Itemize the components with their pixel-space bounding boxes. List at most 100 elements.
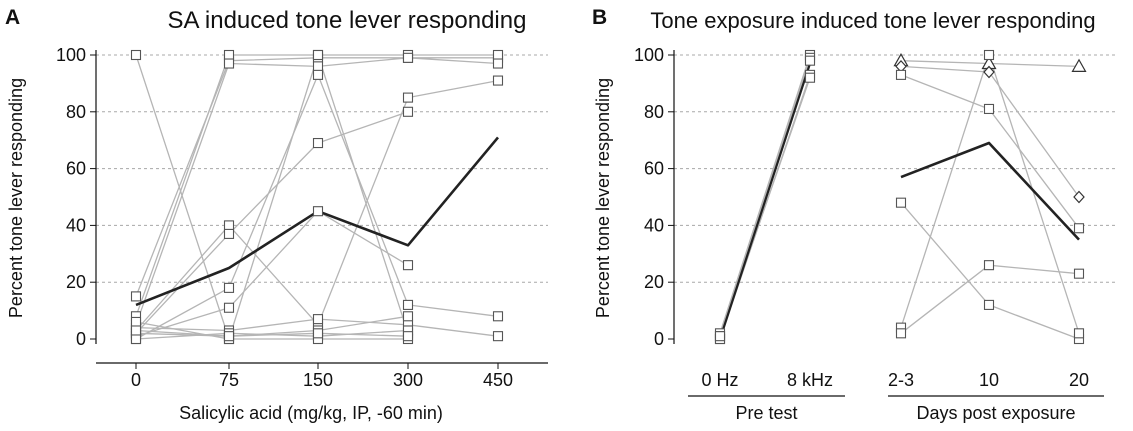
panel-a-xlabel: Salicylic acid (mg/kg, IP, -60 min) bbox=[179, 403, 443, 423]
panel-a-title: SA induced tone lever responding bbox=[168, 7, 527, 34]
data-point bbox=[223, 49, 235, 61]
x-tick-label: 450 bbox=[483, 370, 513, 390]
data-point bbox=[402, 299, 414, 310]
data-point bbox=[312, 206, 324, 217]
y-tick-label: 0 bbox=[654, 329, 664, 349]
data-point bbox=[1073, 223, 1085, 234]
data-point bbox=[312, 61, 324, 72]
data-point bbox=[492, 49, 504, 61]
pretest-line bbox=[719, 54, 811, 334]
data-point bbox=[130, 291, 142, 302]
y-tick-label: 100 bbox=[634, 45, 664, 65]
panel-b-title: Tone exposure induced tone lever respond… bbox=[650, 8, 1095, 33]
panel-a-ylabel: Percent tone lever responding bbox=[6, 78, 26, 318]
y-tick-label: 20 bbox=[644, 272, 664, 292]
data-point bbox=[983, 49, 995, 61]
data-point bbox=[895, 328, 907, 339]
data-point bbox=[312, 137, 324, 149]
y-tick-label: 60 bbox=[644, 159, 664, 179]
post-line bbox=[900, 74, 1080, 229]
x-tick-label: 150 bbox=[303, 370, 333, 390]
series-line bbox=[135, 329, 409, 337]
data-point bbox=[312, 49, 324, 61]
x-tick-label: 8 kHz bbox=[787, 370, 833, 390]
data-point bbox=[492, 311, 504, 322]
x-tick-label: 2-3 bbox=[888, 370, 914, 390]
x-tick-label: 75 bbox=[219, 370, 239, 390]
data-point bbox=[983, 299, 995, 310]
data-point bbox=[223, 282, 235, 293]
data-point bbox=[804, 72, 816, 83]
data-point bbox=[714, 331, 726, 342]
x-tick-label: 10 bbox=[979, 370, 999, 390]
y-tick-label: 40 bbox=[66, 215, 86, 235]
data-point bbox=[492, 75, 504, 86]
panel-b-mean bbox=[718, 63, 1080, 340]
panel-a-markers bbox=[130, 49, 504, 345]
data-point bbox=[312, 69, 324, 80]
data-point bbox=[983, 260, 995, 271]
data-point bbox=[402, 260, 414, 271]
series-line bbox=[135, 111, 409, 334]
panel-b-series bbox=[719, 54, 1080, 340]
data-point bbox=[492, 58, 504, 69]
panel-b-group-labels: Pre test Days post exposure bbox=[688, 395, 1104, 423]
data-point bbox=[223, 302, 235, 313]
x-tick-label: 300 bbox=[393, 370, 423, 390]
data-point bbox=[402, 311, 414, 322]
data-point bbox=[1071, 58, 1087, 72]
data-point bbox=[895, 69, 907, 80]
y-tick-label: 60 bbox=[66, 159, 86, 179]
data-point bbox=[804, 55, 816, 66]
panel-b-ylabel: Percent tone lever responding bbox=[593, 78, 613, 318]
data-point bbox=[402, 106, 414, 117]
data-point bbox=[223, 228, 235, 239]
data-point bbox=[402, 52, 414, 63]
post-mean-line bbox=[900, 141, 1080, 241]
data-point bbox=[312, 328, 324, 339]
series-line bbox=[135, 54, 409, 340]
pretest-mean-line bbox=[718, 63, 812, 340]
series-line bbox=[135, 57, 498, 297]
group-label: Days post exposure bbox=[916, 403, 1075, 423]
panel-b-markers bbox=[714, 49, 1087, 345]
y-tick-label: 40 bbox=[644, 215, 664, 235]
data-point bbox=[223, 220, 235, 231]
y-tick-label: 80 bbox=[644, 102, 664, 122]
data-point bbox=[130, 49, 142, 61]
panel-a: A SA induced tone lever responding Perce… bbox=[5, 6, 548, 423]
data-point bbox=[130, 316, 142, 328]
series-line bbox=[135, 54, 498, 317]
panel-b-label: B bbox=[592, 6, 607, 29]
y-tick-label: 20 bbox=[66, 272, 86, 292]
panel-a-label: A bbox=[5, 6, 20, 29]
series-line bbox=[135, 321, 408, 340]
data-point bbox=[895, 197, 907, 208]
data-point bbox=[983, 65, 995, 79]
panel-a-axes: 0 20 40 60 80 100 0 75 150 300 450 bbox=[56, 45, 548, 390]
series-line bbox=[135, 79, 499, 331]
data-point bbox=[1073, 328, 1085, 339]
group-label: Pre test bbox=[735, 403, 797, 423]
data-point bbox=[130, 325, 142, 336]
y-tick-label: 80 bbox=[66, 102, 86, 122]
data-point bbox=[402, 92, 414, 103]
y-tick-label: 0 bbox=[76, 329, 86, 349]
post-line bbox=[900, 65, 1080, 198]
x-tick-label: 0 Hz bbox=[701, 370, 738, 390]
y-tick-label: 100 bbox=[56, 45, 86, 65]
post-line bbox=[900, 54, 1080, 334]
x-tick-label: 20 bbox=[1069, 370, 1089, 390]
x-tick-label: 0 bbox=[131, 370, 141, 390]
data-point bbox=[402, 331, 414, 342]
data-point bbox=[1073, 190, 1085, 204]
post-line bbox=[900, 264, 1080, 334]
series-line bbox=[135, 315, 409, 337]
panel-b-gridlines bbox=[674, 54, 1115, 283]
data-point bbox=[130, 333, 142, 345]
data-point bbox=[223, 331, 235, 342]
panel-b: B Tone exposure induced tone lever respo… bbox=[592, 6, 1115, 423]
panel-b-axes: 0 20 40 60 80 100 0 Hz 8 kHz 2-3 10 20 bbox=[634, 45, 1089, 390]
data-point bbox=[492, 331, 504, 342]
